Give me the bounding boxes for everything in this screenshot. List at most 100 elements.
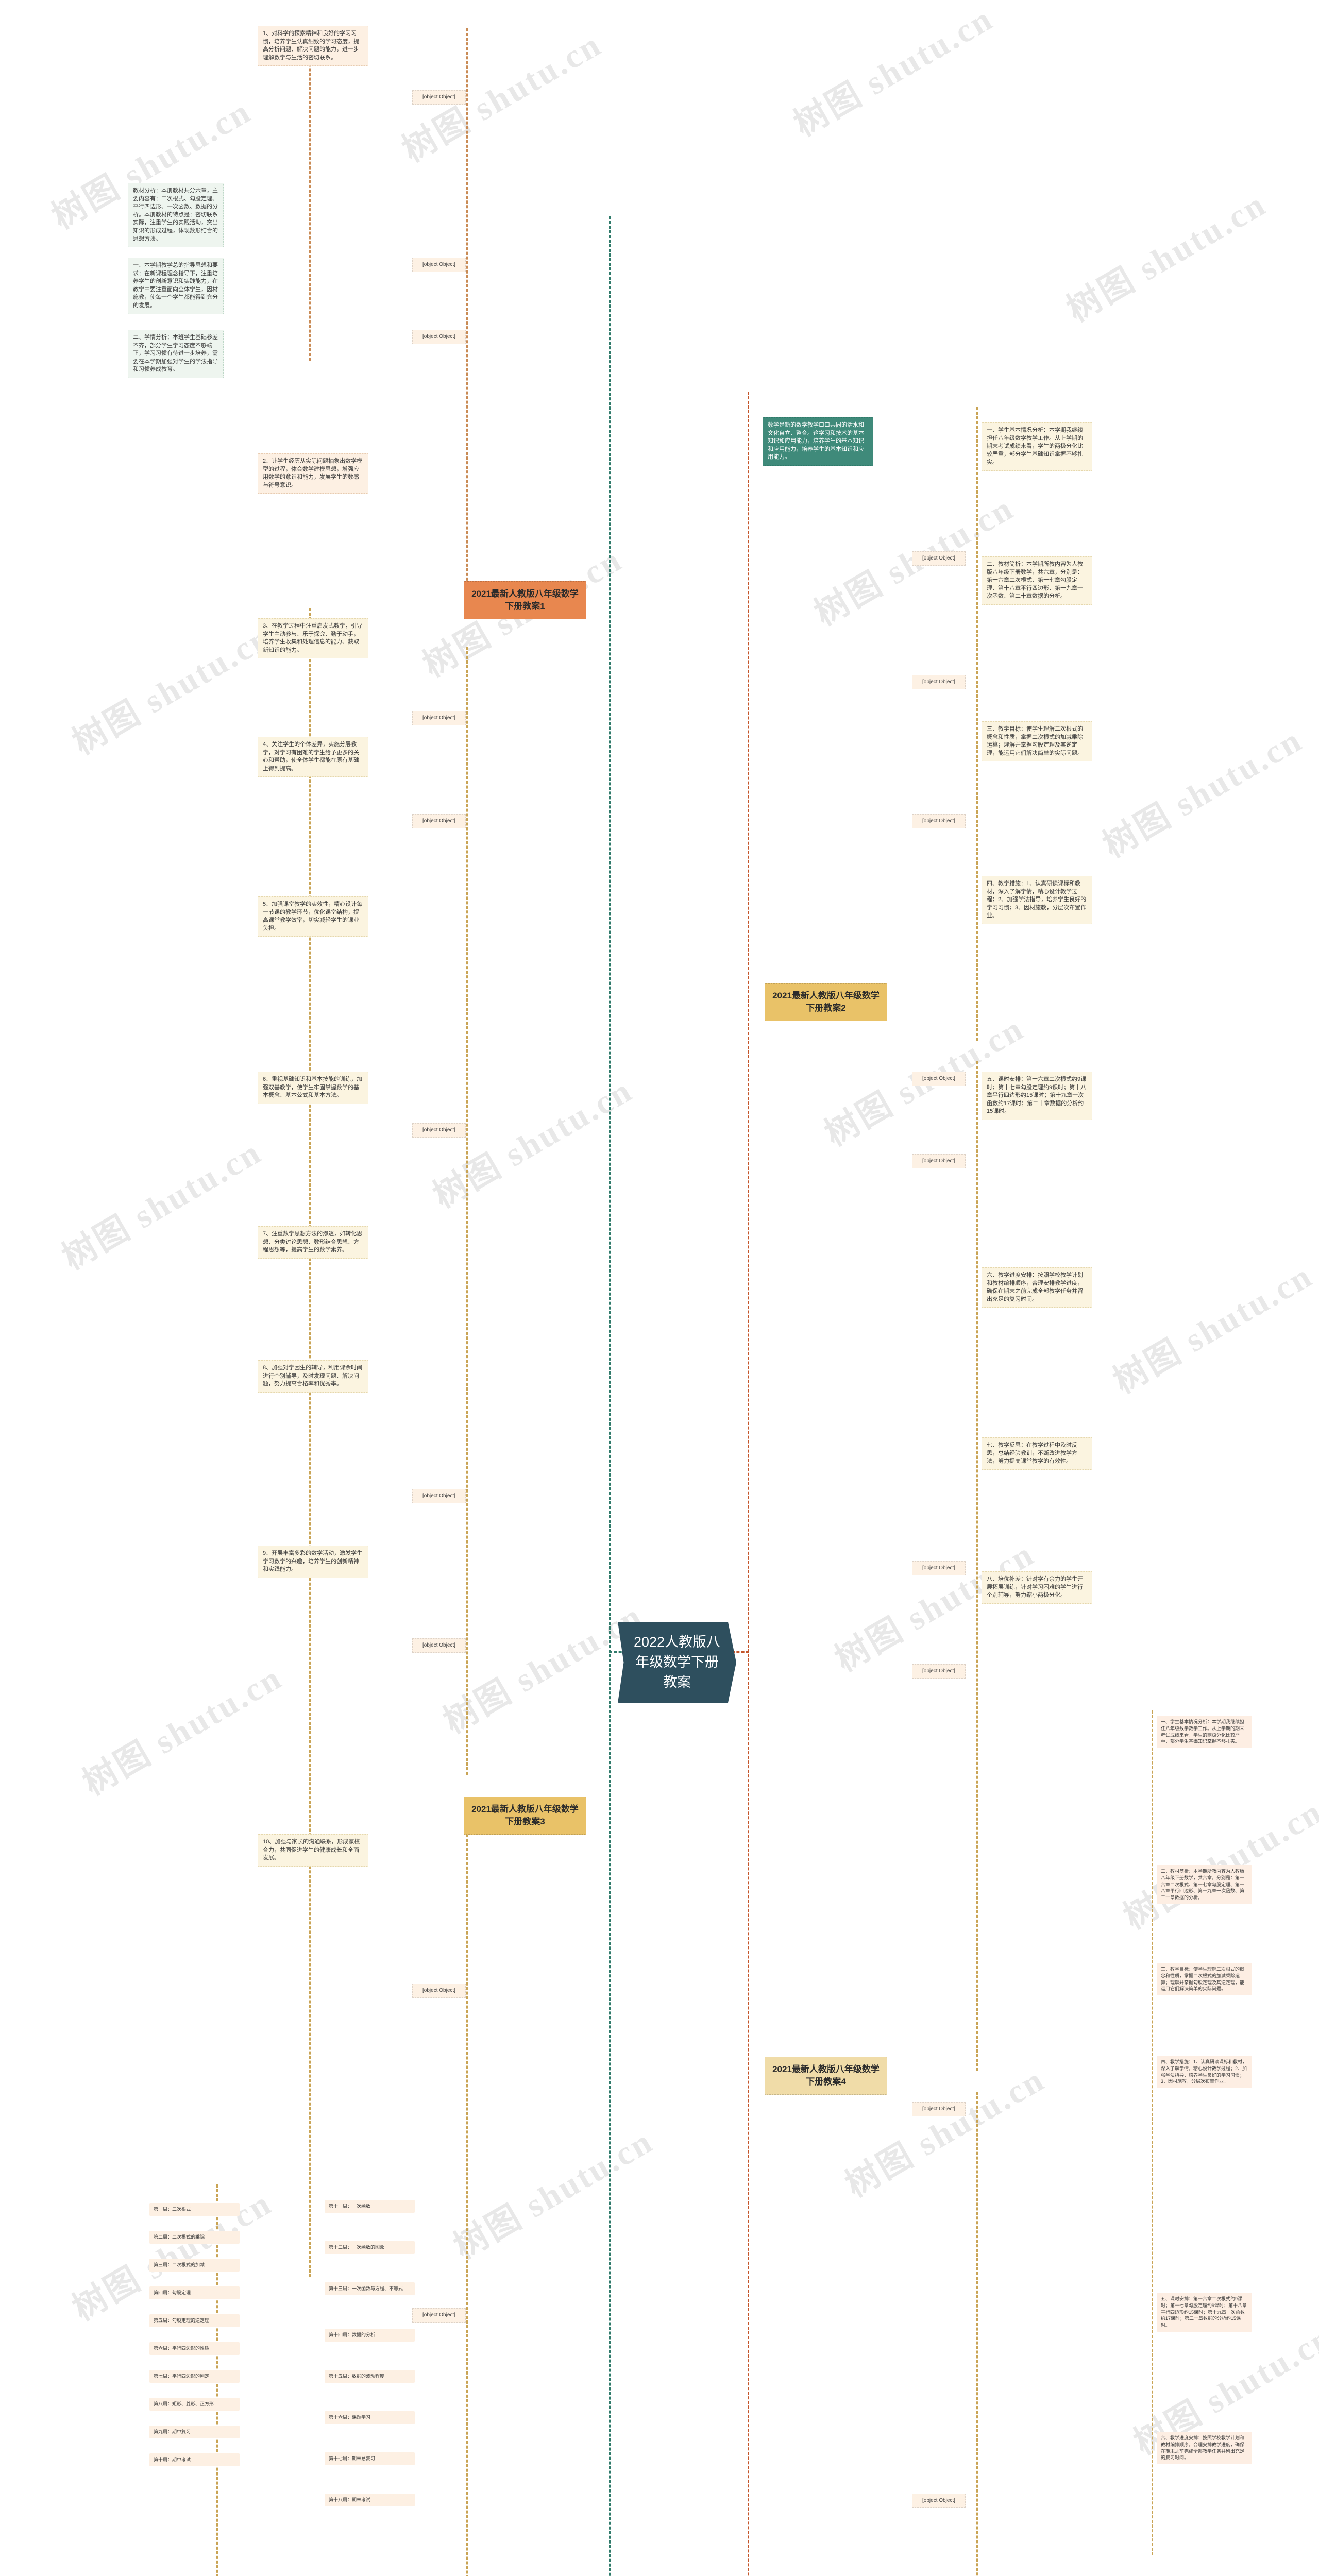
right-label-chip[interactable]: [object Object] — [912, 675, 966, 689]
progress-item[interactable]: 第六周：平行四边形的性质 — [149, 2342, 240, 2355]
right-detail-node[interactable]: 二、教材简析：本学期所教内容为人教版八年级下册数学，共六章，分别是：第十六章二次… — [982, 556, 1092, 605]
watermark: 树图 shutu.cn — [427, 1071, 639, 1215]
right-detail-node[interactable]: 四、教学措施：1、认真研读课标和教材，深入了解学情，精心设计教学过程；2、加强学… — [982, 876, 1092, 925]
left-detail-node[interactable]: 3、在教学过程中注重启发式教学，引导学生主动参与、乐于探究、勤于动手，培养学生收… — [258, 618, 368, 659]
right-detail-node[interactable]: 六、教学进度安排：按照学校教学计划和教材编排顺序，合理安排教学进度，确保在期末之… — [982, 1267, 1092, 1308]
left-detail-node[interactable]: 5、加强课堂教学的实效性，精心设计每一节课的教学环节，优化课堂结构，提高课堂教学… — [258, 896, 368, 937]
right-detail-node[interactable]: 五、课时安排：第十六章二次根式约9课时；第十七章勾股定理约9课时；第十八章平行四… — [982, 1072, 1092, 1121]
right-detail-node[interactable]: 七、教学反思：在教学过程中及时反思，总结经验教训，不断改进教学方法，努力提高课堂… — [982, 1437, 1092, 1470]
branch-node-4[interactable]: 2021最新人教版八年级数学下册教案4 — [765, 2057, 887, 2095]
label-text: [object Object] — [422, 334, 455, 340]
label-text: [object Object] — [422, 1127, 455, 1133]
root-node[interactable]: 2022人教版八年级数学下册教案 — [618, 1622, 736, 1703]
left-detail-node[interactable]: 8、加强对学困生的辅导，利用课余时间进行个别辅导，及时发现问题、解决问题，努力提… — [258, 1360, 368, 1393]
right-label-chip[interactable]: [object Object] — [912, 1154, 966, 1168]
progress-text: 第十二周：一次函数的图象 — [329, 2245, 385, 2250]
left-label-chip[interactable]: [object Object] — [412, 1984, 466, 1998]
label-text: [object Object] — [922, 818, 955, 824]
progress-item[interactable]: 第十八周：期末考试 — [325, 2494, 415, 2506]
progress-item[interactable]: 第三周：二次根式的加减 — [149, 2259, 240, 2272]
branch-node-2[interactable]: 2021最新人教版八年级数学下册教案2 — [765, 983, 887, 1022]
right-detail-text: 五、课时安排：第十六章二次根式约9课时；第十七章勾股定理约9课时；第十八章平行四… — [987, 1076, 1087, 1115]
left-detail-text: 9、开展丰富多彩的数学活动，激发学生学习数学的兴趣，培养学生的创新精神和实践能力… — [263, 1550, 363, 1573]
right-small-node[interactable]: 三、教学目标：使学生理解二次根式的概念和性质，掌握二次根式的加减乘除运算；理解并… — [1157, 1963, 1252, 1996]
progress-item[interactable]: 第十七周：期末总复习 — [325, 2452, 415, 2465]
watermark: 树图 shutu.cn — [66, 2184, 279, 2328]
right-detail-node[interactable]: 一、学生基本情况分析：本学期我继续担任八年级数学教学工作。从上学期的期末考试成绩… — [982, 422, 1092, 471]
left-detail-text: 4、关注学生的个体差异，实施分层教学，对学习有困难的学生给予更多的关心和帮助，使… — [263, 741, 359, 772]
left-detail-node[interactable]: 9、开展丰富多彩的数学活动，激发学生学习数学的兴趣，培养学生的创新精神和实践能力… — [258, 1546, 368, 1578]
right-summary-node[interactable]: 数学是新的数学教学口口共同的活水和文化自立、整合。这学习和技术的基本知识和应用能… — [763, 417, 873, 466]
left-detail-text: 8、加强对学困生的辅导，利用课余时间进行个别辅导，及时发现问题、解决问题，努力提… — [263, 1365, 363, 1387]
progress-item[interactable]: 第四周：勾股定理 — [149, 2286, 240, 2299]
label-text: [object Object] — [922, 1668, 955, 1674]
left-intro-node[interactable]: 教材分析：本册教材共分六章，主要内容有：二次根式、勾股定理、平行四边形、一次函数… — [128, 183, 224, 248]
branch-node-3[interactable]: 2021最新人教版八年级数学下册教案3 — [464, 1797, 586, 1835]
progress-text: 第十七周：期末总复习 — [329, 2456, 376, 2461]
label-text: [object Object] — [422, 1642, 455, 1648]
progress-item[interactable]: 第十六周：课题学习 — [325, 2411, 415, 2424]
right-label-chip[interactable]: [object Object] — [912, 2102, 966, 2116]
left-label-chip[interactable]: [object Object] — [412, 330, 466, 344]
progress-item[interactable]: 第十二周：一次函数的图象 — [325, 2241, 415, 2254]
right-detail-node[interactable]: 八、培优补差：针对学有余力的学生开展拓展训练，针对学习困难的学生进行个别辅导，努… — [982, 1571, 1092, 1604]
right-label-chip[interactable]: [object Object] — [912, 1072, 966, 1086]
right-detail-node[interactable]: 三、教学目标：使学生理解二次根式的概念和性质，掌握二次根式的加减乘除运算；理解并… — [982, 721, 1092, 762]
right-label-chip[interactable]: [object Object] — [912, 1561, 966, 1575]
progress-text: 第五周：勾股定理的逆定理 — [154, 2318, 210, 2323]
progress-item[interactable]: 第八周：矩形、菱形、正方形 — [149, 2398, 240, 2411]
label-text: [object Object] — [922, 1076, 955, 1081]
left-detail-node[interactable]: 7、注重数学思想方法的渗透，如转化思想、分类讨论思想、数形结合思想、方程思想等，… — [258, 1226, 368, 1259]
left-label-chip[interactable]: [object Object] — [412, 2308, 466, 2323]
left-detail-node[interactable]: 10、加强与家长的沟通联系，形成家校合力，共同促进学生的健康成长和全面发展。 — [258, 1834, 368, 1867]
left-detail-text: 10、加强与家长的沟通联系，形成家校合力，共同促进学生的健康成长和全面发展。 — [263, 1839, 360, 1861]
left-label-chip[interactable]: [object Object] — [412, 258, 466, 272]
right-small-text: 六、教学进度安排：按照学校教学计划和教材编排顺序，合理安排教学进度，确保在期末之… — [1161, 2435, 1245, 2461]
progress-item[interactable]: 第二周：二次根式的乘除 — [149, 2231, 240, 2244]
progress-text: 第十三周：一次函数与方程、不等式 — [329, 2286, 403, 2291]
left-label-chip[interactable]: [object Object] — [412, 90, 466, 105]
progress-item[interactable]: 第十三周：一次函数与方程、不等式 — [325, 2282, 415, 2295]
progress-text: 第七周：平行四边形的判定 — [154, 2374, 210, 2379]
right-small-node[interactable]: 六、教学进度安排：按照学校教学计划和教材编排顺序，合理安排教学进度，确保在期末之… — [1157, 2432, 1252, 2465]
left-label-chip[interactable]: [object Object] — [412, 814, 466, 828]
left-detail-node[interactable]: 4、关注学生的个体差异，实施分层教学，对学习有困难的学生给予更多的关心和帮助，使… — [258, 737, 368, 777]
branch-node-1[interactable]: 2021最新人教版八年级数学下册教案1 — [464, 581, 586, 620]
right-label-chip[interactable]: [object Object] — [912, 2494, 966, 2508]
right-small-node[interactable]: 二、教材简析：本学期所教内容为人教版八年级下册数学，共六章，分别是：第十六章二次… — [1157, 1865, 1252, 1904]
progress-item[interactable]: 第九周：期中复习 — [149, 2426, 240, 2438]
right-small-node[interactable]: 一、学生基本情况分析：本学期我继续担任八年级数学教学工作。从上学期的期末考试成绩… — [1157, 1716, 1252, 1749]
right-label-chip[interactable]: [object Object] — [912, 814, 966, 828]
left-label-chip[interactable]: [object Object] — [412, 711, 466, 725]
progress-text: 第八周：矩形、菱形、正方形 — [154, 2401, 214, 2406]
branch-title: 2021最新人教版八年级数学下册教案1 — [471, 589, 579, 612]
progress-text: 第十四周：数据的分析 — [329, 2332, 376, 2337]
progress-item[interactable]: 第十四周：数据的分析 — [325, 2329, 415, 2342]
left-detail-node[interactable]: 2、让学生经历从实际问题抽象出数学模型的过程，体会数学建模思想，增强应用数学的意… — [258, 453, 368, 494]
left-para-node-2[interactable]: 二、学情分析：本班学生基础参差不齐，部分学生学习态度不够端正，学习习惯有待进一步… — [128, 330, 224, 379]
branch-title: 2021最新人教版八年级数学下册教案2 — [772, 991, 880, 1013]
progress-item[interactable]: 第五周：勾股定理的逆定理 — [149, 2314, 240, 2327]
right-label-chip[interactable]: [object Object] — [912, 551, 966, 566]
connector-left-sub-2 — [466, 647, 468, 1775]
right-label-chip[interactable]: [object Object] — [912, 1664, 966, 1679]
left-label-chip[interactable]: [object Object] — [412, 1123, 466, 1138]
right-small-node[interactable]: 五、课时安排：第十六章二次根式约9课时；第十七章勾股定理约9课时；第十八章平行四… — [1157, 2293, 1252, 2332]
right-small-node[interactable]: 四、教学措施：1、认真研读课标和教材，深入了解学情，精心设计教学过程；2、加强学… — [1157, 2056, 1252, 2089]
progress-text: 第十八周：期末考试 — [329, 2497, 371, 2502]
progress-item[interactable]: 第十一周：一次函数 — [325, 2200, 415, 2213]
left-detail-node[interactable]: 6、重视基础知识和基本技能的训练，加强双基教学，使学生牢固掌握数学的基本概念、基… — [258, 1072, 368, 1104]
left-detail-node[interactable]: 1、对科学的探索精神和良好的学习习惯，培养学生认真细致的学习态度，提高分析问题、… — [258, 26, 368, 66]
watermark: 树图 shutu.cn — [1061, 185, 1273, 329]
left-label-chip[interactable]: [object Object] — [412, 1489, 466, 1503]
progress-item[interactable]: 第十周：期中考试 — [149, 2453, 240, 2466]
progress-text: 第一周：二次根式 — [154, 2207, 191, 2212]
right-detail-text: 二、教材简析：本学期所教内容为人教版八年级下册数学，共六章，分别是：第十六章二次… — [987, 561, 1083, 600]
left-para-node-1[interactable]: 一、本学期教学总的指导思想和要求：在新课程理念指导下，注重培养学生的创新意识和实… — [128, 258, 224, 314]
progress-item[interactable]: 第七周：平行四边形的判定 — [149, 2370, 240, 2383]
left-detail-text: 5、加强课堂教学的实效性，精心设计每一节课的教学环节，优化课堂结构，提高课堂教学… — [263, 901, 363, 931]
progress-item[interactable]: 第一周：二次根式 — [149, 2203, 240, 2216]
left-label-chip[interactable]: [object Object] — [412, 1638, 466, 1653]
progress-item[interactable]: 第十五周：数据的波动程度 — [325, 2370, 415, 2383]
right-small-text: 四、教学措施：1、认真研读课标和教材，深入了解学情，精心设计教学过程；2、加强学… — [1161, 2059, 1247, 2084]
